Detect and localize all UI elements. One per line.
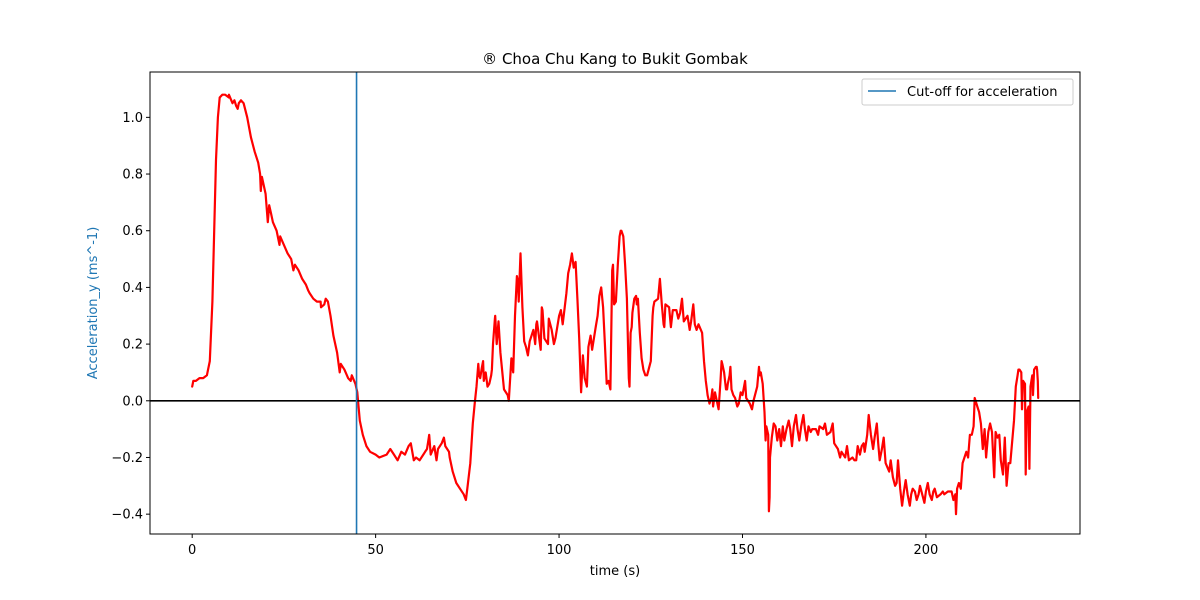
y-tick-label: −0.4 xyxy=(111,508,143,523)
x-tick-label: 50 xyxy=(367,543,384,558)
axis-ticks: 0 50 100 150 200 −0.4 −0.2 0.0 0.2 0.4 0.6 0.8 1.0 xyxy=(111,111,938,558)
y-axis-label: Acceleration_y (ms^-1) xyxy=(86,227,101,380)
x-axis-label: time (s) xyxy=(590,564,640,579)
y-tick-label: 0.2 xyxy=(122,338,143,353)
x-tick-label: 200 xyxy=(914,543,939,558)
axes-frame xyxy=(149,71,1081,535)
y-tick-label: 0.6 xyxy=(122,224,143,239)
y-tick-label: 1.0 xyxy=(122,111,143,126)
x-tick-label: 0 xyxy=(188,543,196,558)
x-tick-label: 100 xyxy=(547,543,572,558)
y-tick-label: 0.0 xyxy=(122,394,143,409)
legend-box xyxy=(861,78,1074,106)
y-tick-label: 0.8 xyxy=(122,168,143,183)
series-line xyxy=(191,93,1040,516)
legend: Cut-off for acceleration xyxy=(861,78,1074,106)
chart-title: ® Choa Chu Kang to Bukit Gombak xyxy=(482,50,748,68)
plot-area xyxy=(150,72,1080,534)
legend-label-cutoff: Cut-off for acceleration xyxy=(907,85,1057,100)
x-tick-label: 150 xyxy=(730,543,755,558)
y-tick-label: −0.2 xyxy=(111,451,143,466)
y-tick-label: 0.4 xyxy=(122,281,143,296)
